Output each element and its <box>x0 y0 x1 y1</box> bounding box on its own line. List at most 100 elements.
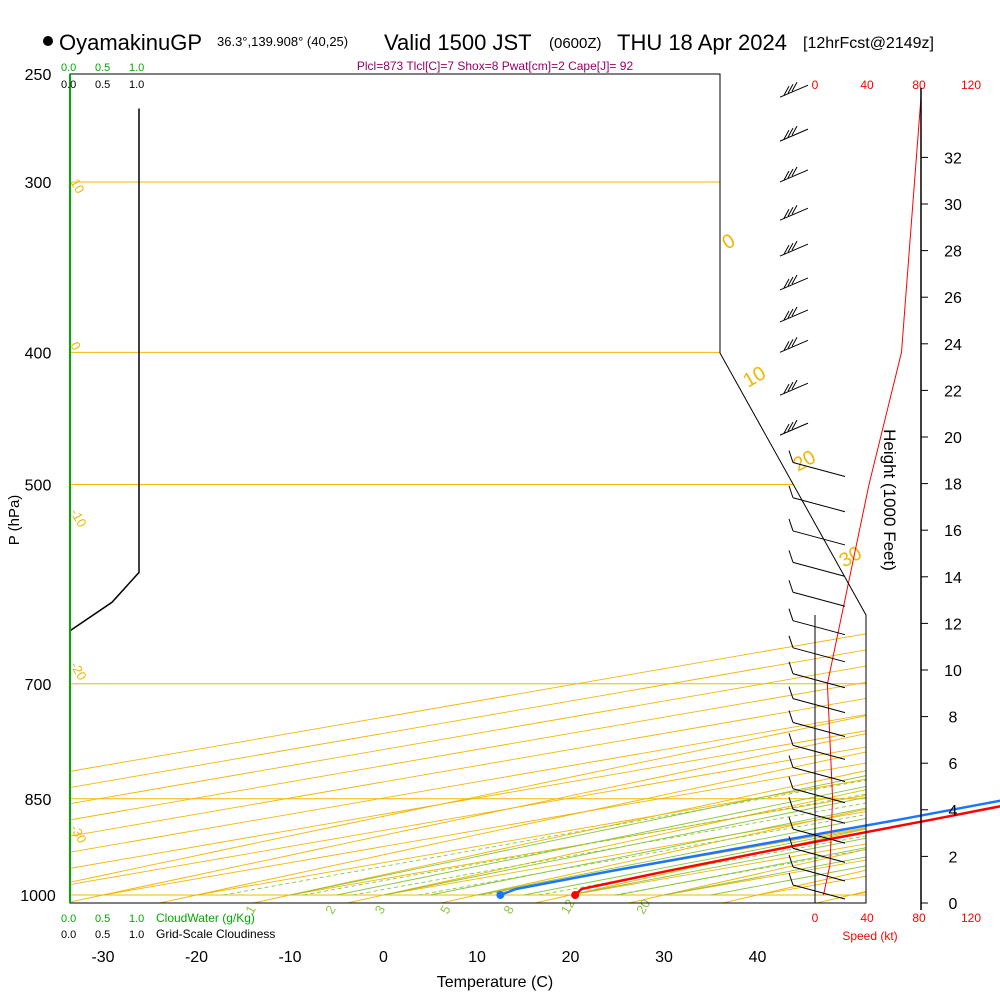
wind-barb <box>788 854 846 882</box>
cloudiness-top-tick-1: 0.5 <box>95 79 110 91</box>
wind-barb-staff <box>792 847 846 863</box>
wind-barb-staff <box>792 884 846 900</box>
wind-barb-feather <box>787 308 794 319</box>
cloud-top-tick-0: 0.0 <box>61 62 76 74</box>
wind-barb-staff <box>792 808 846 824</box>
wind-barb-feather <box>783 170 790 181</box>
mixing-ratio-label: 20 <box>633 896 653 916</box>
wind-barb-feather <box>788 836 794 849</box>
height-tick-label: 12 <box>944 616 962 633</box>
wind-barb-feather <box>791 166 798 177</box>
wind-barb-feather <box>787 276 794 287</box>
mixing-ratio-line <box>418 351 866 896</box>
isotherm-line <box>70 74 866 896</box>
surface-dewpoint-point <box>496 891 505 899</box>
dry-adiabat-line <box>536 74 866 903</box>
wind-barb-feather <box>787 206 794 217</box>
wind-barb-staff <box>779 309 809 323</box>
height-axis-title: Height (1000 Feet) <box>880 429 899 571</box>
wind-barb-feather <box>788 797 794 810</box>
wind-barb-feather <box>788 854 794 868</box>
wind-barb <box>779 379 809 396</box>
wind-barb-feather <box>787 421 794 432</box>
height-tick-label: 6 <box>949 756 958 773</box>
height-tick-label: 16 <box>944 523 962 540</box>
cloud-bottom-tick-0: 0.0 <box>61 913 76 925</box>
wind-barb <box>779 337 809 353</box>
wind-barb <box>779 240 809 257</box>
cloudiness-label: Grid-Scale Cloudiness <box>156 927 275 941</box>
isotherm-line <box>70 74 866 896</box>
wind-barb-feather <box>788 518 794 532</box>
speed-top-tick: 0 <box>812 78 819 92</box>
isotherm-line <box>70 74 866 896</box>
dry-adiabat-label: 20 <box>790 446 820 476</box>
dry-adiabat-line <box>70 74 866 903</box>
wind-barb-feather <box>791 337 798 347</box>
wind-barb-feather <box>783 310 790 321</box>
temperature-tick-label: -30 <box>91 949 114 966</box>
moist-adiabat-line <box>336 74 866 896</box>
dry-adiabat-line <box>70 74 866 903</box>
cloudwater-label: CloudWater (g/Kg) <box>156 911 255 925</box>
temperature-tick-label: -10 <box>278 949 301 966</box>
temperature-profile-line <box>574 805 1000 896</box>
wind-barb-staff <box>792 788 846 804</box>
wind-barb-feather <box>791 379 798 390</box>
dry-adiabat-line <box>441 74 866 903</box>
speed-bottom-tick: 40 <box>860 911 874 925</box>
isotherm-line <box>70 74 866 896</box>
wind-barb-feather <box>791 419 798 430</box>
wind-barb <box>779 306 809 323</box>
pressure-tick-label: 300 <box>25 175 52 192</box>
wind-barb-staff <box>792 647 846 663</box>
wind-barb-staff <box>779 207 809 221</box>
mixing-ratio-label: 8 <box>500 903 517 917</box>
wind-barb-feather <box>791 274 798 285</box>
dry-adiabat-line <box>70 74 866 903</box>
wind-barb-feather <box>791 306 798 317</box>
wind-barb <box>788 580 846 607</box>
wind-barb-feather <box>783 383 790 394</box>
wind-barb-feather <box>791 81 798 92</box>
cloud-top-tick-1: 0.5 <box>95 62 110 74</box>
height-tick-label: 26 <box>944 290 962 307</box>
dry-adiabat-label: 0 <box>719 230 740 255</box>
cloudiness-profile-line <box>69 108 140 632</box>
height-tick-label: 22 <box>944 383 962 400</box>
cloudiness-bottom-tick-1: 0.5 <box>95 929 110 941</box>
wind-barb <box>788 485 846 513</box>
mixing-ratio-label: 3 <box>372 903 389 917</box>
height-tick-label: 2 <box>949 849 958 866</box>
wind-barb-feather <box>791 240 798 251</box>
wind-barb-feather <box>788 755 794 768</box>
stability-params: Plcl=873 Tlcl[C]=7 Shox=8 Pwat[cm]=2 Cap… <box>357 59 634 73</box>
height-tick-label: 24 <box>944 337 962 354</box>
height-tick-label: 28 <box>944 244 962 261</box>
wind-barb <box>788 836 846 863</box>
dry-adiabat-line <box>820 74 866 903</box>
height-tick-label: 20 <box>944 430 962 447</box>
pressure-tick-label: 700 <box>25 677 52 694</box>
wind-barb-feather <box>788 733 794 746</box>
height-tick-label: 10 <box>944 663 962 680</box>
wind-barb-staff <box>792 744 846 760</box>
speed-bottom-tick: 0 <box>812 911 819 925</box>
wind-barb-staff <box>779 169 809 183</box>
temperature-tick-label: 40 <box>749 949 767 966</box>
wind-barb <box>779 204 809 221</box>
mixing-ratio-label: 2 <box>322 903 339 917</box>
wind-barb-staff <box>779 382 809 396</box>
wind-barb <box>779 81 809 98</box>
valid-time: Valid 1500 JST <box>384 30 532 55</box>
dry-adiabat-line <box>347 74 866 903</box>
cloud-bottom-tick-2: 1.0 <box>129 913 144 925</box>
height-tick-label: 18 <box>944 477 962 494</box>
wind-barb <box>779 274 809 291</box>
cloudiness-bottom-tick-2: 1.0 <box>129 929 144 941</box>
wind-barb-feather <box>783 129 790 140</box>
speed-bottom-tick: 80 <box>912 911 926 925</box>
pressure-tick-label: 250 <box>25 67 52 84</box>
wind-barb-feather <box>788 872 794 886</box>
wind-barb-feather <box>788 816 794 830</box>
